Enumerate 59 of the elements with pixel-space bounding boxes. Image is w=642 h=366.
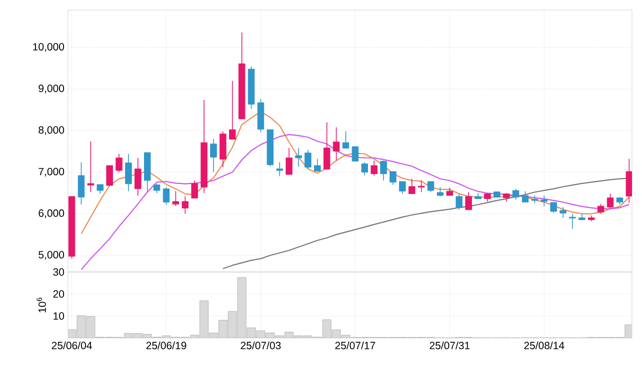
x-tick-label: 25/06/19: [146, 342, 186, 350]
y-tick-label: 5,000: [38, 251, 64, 260]
candlestick: [456, 193, 462, 210]
candlestick: [569, 213, 576, 230]
y-tick-label: 30: [53, 268, 64, 276]
candlestick: [540, 195, 548, 207]
candlestick: [512, 188, 520, 200]
y-tick-label: 9,000: [38, 84, 64, 94]
candlestick: [210, 138, 217, 173]
candlestick: [323, 122, 330, 170]
candlestick: [427, 181, 434, 193]
y-tick-label: 6,000: [38, 209, 64, 218]
candlestick: [332, 126, 340, 161]
candlestick: [153, 183, 160, 194]
x-tick-label: 25/07/31: [430, 342, 470, 350]
x-tick-label: 25/08/14: [524, 342, 564, 350]
candlestick: [522, 190, 529, 203]
candlestick: [380, 160, 387, 181]
candlestick: [162, 186, 170, 206]
y-axis-title: 10$^{6}$: [36, 298, 46, 312]
x-tick-label: 25/07/03: [240, 342, 281, 350]
candlestick: [172, 190, 180, 207]
candlestick: [125, 153, 132, 192]
candlestick: [87, 140, 94, 193]
candlestick: [295, 147, 302, 167]
candlestick: [597, 203, 604, 214]
y-tick-label: 8,000: [38, 126, 64, 135]
candlestick: [78, 162, 85, 205]
candlestick: [408, 178, 416, 194]
y-tick-label: 20: [53, 290, 64, 298]
y-tick-label: 10: [54, 312, 64, 320]
candlestick: [229, 80, 236, 140]
candlestick: [399, 181, 406, 194]
candlestick: [116, 153, 122, 173]
candlestick: [560, 206, 566, 218]
candlestick: [390, 171, 396, 186]
candlestick: [606, 193, 614, 210]
candlestick: [276, 162, 283, 177]
candlestick: [106, 165, 113, 186]
y-tick-label: 10,000: [33, 43, 64, 52]
candlestick: [134, 157, 142, 196]
candlestick: [342, 130, 350, 149]
x-tick-label: 25/06/04: [52, 342, 92, 350]
x-tick-label: 25/07/17: [335, 342, 376, 350]
y-tick-label: 7,000: [38, 168, 64, 177]
candlestick: [465, 192, 472, 210]
candlestick: [370, 160, 378, 176]
candlestick: [418, 180, 425, 193]
candlestick: [191, 180, 198, 199]
candlestick: [436, 186, 444, 197]
candlestick: [304, 149, 312, 170]
candlestick: [352, 146, 359, 162]
candlestick: [96, 184, 104, 194]
candlestick: [314, 158, 321, 172]
candlestick: [286, 147, 292, 175]
candlestick: [182, 196, 189, 214]
candlestick: [361, 162, 368, 176]
line-series: [80, 134, 630, 270]
candlestick: [550, 202, 557, 214]
